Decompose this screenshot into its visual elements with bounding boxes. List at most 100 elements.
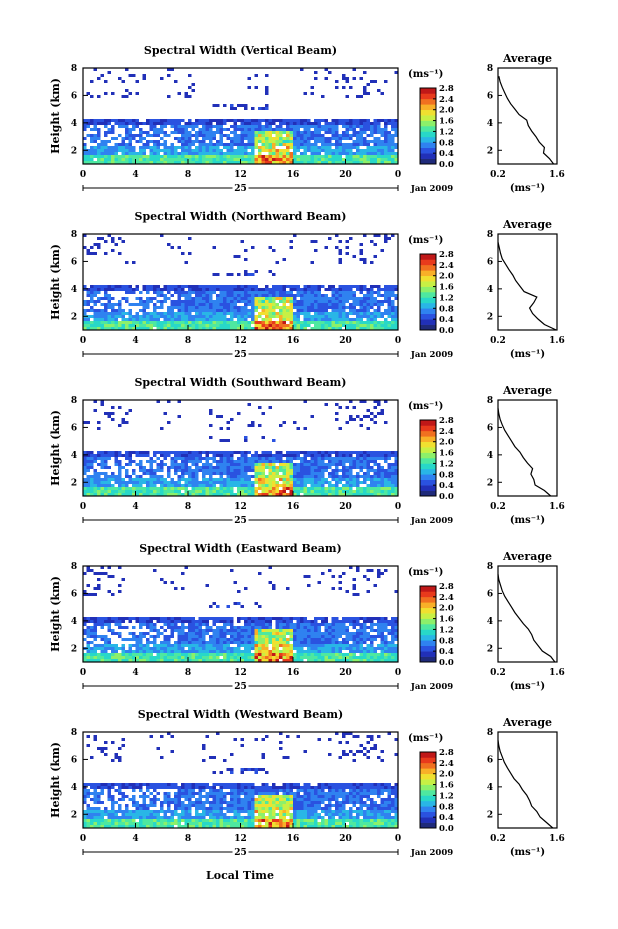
heatmap-cell <box>167 291 171 294</box>
heatmap-cell <box>338 252 342 255</box>
heatmap-cell <box>244 270 248 273</box>
heatmap-cell <box>135 484 139 487</box>
heatmap-cell <box>104 303 108 306</box>
heatmap-cell <box>366 158 370 161</box>
heatmap-cell <box>174 318 178 321</box>
heatmap-cell <box>223 134 227 137</box>
heatmap-cell <box>247 644 251 647</box>
heatmap-cell <box>338 134 342 137</box>
heatmap-cell <box>345 246 349 249</box>
heatmap-cell <box>223 128 227 131</box>
heatmap-cell <box>100 460 104 463</box>
heatmap-cell <box>230 321 234 324</box>
heatmap-cell <box>104 481 108 484</box>
heatmap-cell <box>324 125 328 128</box>
heatmap-cell <box>268 629 272 632</box>
heatmap-cell <box>97 484 101 487</box>
heatmap-cell <box>90 626 94 629</box>
heatmap-cell <box>174 587 178 590</box>
heatmap-cell <box>188 623 192 626</box>
heatmap-cell <box>209 303 213 306</box>
heatmap-cell <box>111 472 115 475</box>
heatmap-cell <box>303 427 307 430</box>
heatmap-cell <box>286 146 290 149</box>
heatmap-cell <box>307 493 311 496</box>
heatmap-cell <box>293 140 297 143</box>
heatmap-cell <box>275 303 279 306</box>
heatmap-cell <box>198 647 202 650</box>
heatmap-cell <box>149 312 153 315</box>
heatmap-cell <box>373 421 377 424</box>
heatmap-cell <box>303 463 307 466</box>
heatmap-cell <box>97 659 101 662</box>
heatmap-cell <box>296 137 300 140</box>
heatmap-cell <box>314 71 318 74</box>
heatmap-cell <box>100 656 104 659</box>
heatmap-cell <box>282 119 286 122</box>
heatmap-cell <box>237 451 241 454</box>
heatmap-cell <box>188 632 192 635</box>
heatmap-cell <box>202 469 206 472</box>
heatmap-cell <box>181 137 185 140</box>
heatmap-cell <box>132 261 136 264</box>
heatmap-cell <box>198 285 202 288</box>
heatmap-cell <box>314 653 318 656</box>
colorbar-swatch <box>420 297 436 304</box>
heatmap-cell <box>370 481 374 484</box>
heatmap-cell <box>300 617 304 620</box>
heatmap-cell <box>268 451 272 454</box>
heatmap-cell <box>97 327 101 330</box>
heatmap-cell <box>272 469 276 472</box>
heatmap-cell <box>268 303 272 306</box>
heatmap-cell <box>219 620 223 623</box>
heatmap-cell <box>251 469 255 472</box>
heatmap-cell <box>384 318 388 321</box>
heatmap-cell <box>97 644 101 647</box>
heatmap-cell <box>121 487 125 490</box>
heatmap-cell <box>233 309 237 312</box>
heatmap-cell <box>195 659 199 662</box>
heatmap-cell <box>223 146 227 149</box>
heatmap-cell <box>387 484 391 487</box>
heatmap-cell <box>195 119 199 122</box>
heatmap-cell <box>125 158 129 161</box>
heatmap-cell <box>240 466 244 469</box>
heatmap-cell <box>226 638 230 641</box>
heatmap-cell <box>230 638 234 641</box>
heatmap-cell <box>202 650 206 653</box>
heatmap-cell <box>356 481 360 484</box>
heatmap-cell <box>90 451 94 454</box>
heatmap-cell <box>265 149 269 152</box>
heatmap-cell <box>286 472 290 475</box>
heatmap-cell <box>195 481 199 484</box>
avg-panel-frame <box>497 399 558 497</box>
heatmap-cell <box>356 487 360 490</box>
heatmap-cell <box>366 466 370 469</box>
heatmap-cell <box>335 466 339 469</box>
heatmap-cell <box>212 306 216 309</box>
heatmap-cell <box>100 119 104 122</box>
heatmap-cell <box>128 119 132 122</box>
heatmap-cell <box>296 300 300 303</box>
heatmap-cell <box>366 161 370 164</box>
heatmap-cell <box>258 406 262 409</box>
heatmap-cell <box>391 158 395 161</box>
colorbar-swatch <box>420 98 436 105</box>
heatmap-cell <box>293 321 297 324</box>
heatmap-cell <box>342 77 346 80</box>
heatmap-cell <box>156 327 160 330</box>
heatmap-cell <box>149 321 153 324</box>
heatmap-cell <box>394 309 398 312</box>
heatmap-cell <box>104 131 108 134</box>
heatmap-cell <box>240 463 244 466</box>
heatmap-cell <box>342 454 346 457</box>
colorbar-swatch <box>420 88 436 94</box>
heatmap-cell <box>342 309 346 312</box>
heatmap-cell <box>240 161 244 164</box>
heatmap-cell <box>289 632 293 635</box>
heatmap-cell <box>293 137 297 140</box>
heatmap-cell <box>195 134 199 137</box>
heatmap-cell <box>170 312 174 315</box>
heatmap-cell <box>177 291 181 294</box>
heatmap-cell <box>363 303 367 306</box>
